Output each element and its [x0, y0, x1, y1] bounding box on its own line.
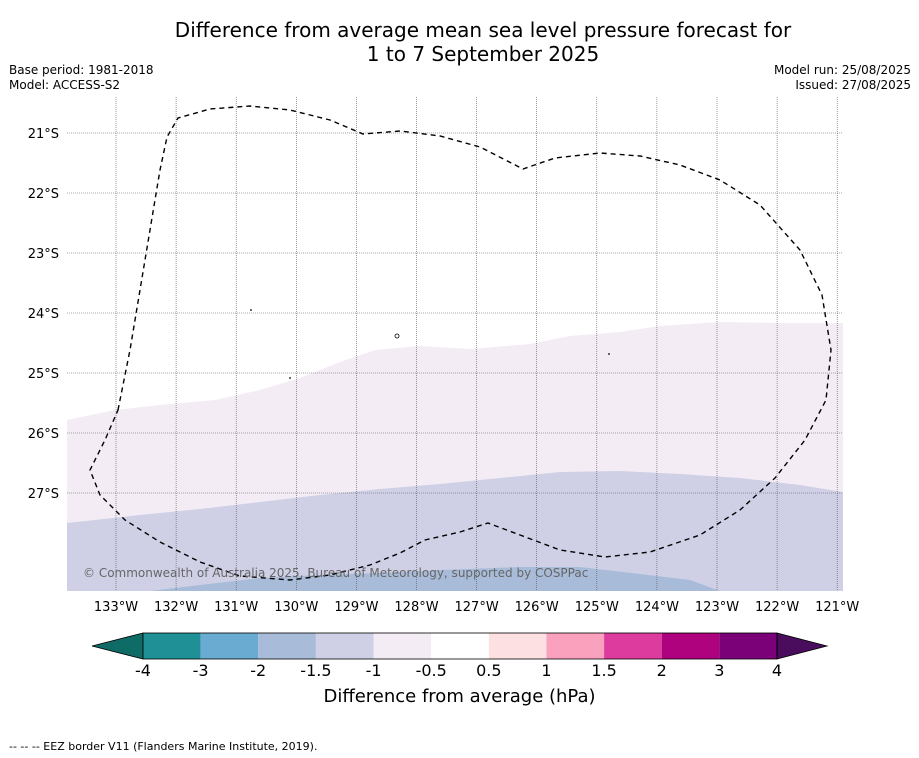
colorbar-box	[431, 633, 489, 659]
colorbar-box	[488, 633, 547, 659]
colorbar-tick-label: 3	[714, 661, 724, 680]
colorbar-label: Difference from average (hPa)	[323, 686, 596, 707]
copyright-text: © Commonwealth of Australia 2025, Bureau…	[83, 566, 589, 580]
colorbar: -4 -3 -2 -1.5 -1 -0.5 0.5 1 1.5 2 3 4	[91, 632, 829, 680]
colorbar-tick-label: -4	[135, 661, 151, 680]
lon-label: 127°W	[455, 600, 499, 615]
lat-label: 26°S	[28, 427, 59, 442]
title-line-2: 1 to 7 September 2025	[366, 42, 600, 66]
lon-label: 129°W	[334, 600, 378, 615]
small-island-markers	[250, 309, 610, 379]
model-text: Model: ACCESS-S2	[9, 78, 121, 92]
colorbar-tick-label: -1.5	[300, 661, 331, 680]
title-line-1: Difference from average mean sea level p…	[174, 18, 792, 42]
lon-label: 126°W	[515, 600, 559, 615]
lon-label: 125°W	[575, 600, 619, 615]
region-lavender	[67, 471, 843, 591]
eez-border-dashed	[89, 105, 832, 581]
lon-label: 121°W	[815, 600, 859, 615]
model-run-text: Model run: 25/08/2025	[773, 63, 911, 77]
colorbar-tick-label: -1	[366, 661, 382, 680]
colorbar-box	[315, 633, 374, 659]
colorbar-tick-label: 1.5	[591, 661, 616, 680]
issued-text: Issued: 27/08/2025	[795, 78, 911, 92]
colorbar-extend-high	[776, 632, 829, 660]
longitude-labels: 133°W 132°W 131°W 130°W 129°W 128°W 127°W 126°W…	[94, 600, 860, 615]
colorbar-tick-label: 2	[657, 661, 667, 680]
colorbar-box	[373, 633, 432, 659]
lon-label: 123°W	[695, 600, 739, 615]
colorbar-box	[200, 633, 259, 659]
map-title: Difference from average mean sea level p…	[0, 18, 919, 66]
lat-label: 23°S	[28, 247, 59, 262]
latitude-labels: 21°S 22°S 23°S 24°S 25°S 26°S 27°S	[28, 127, 59, 502]
lat-label: 21°S	[28, 127, 59, 142]
lon-label: 124°W	[635, 600, 679, 615]
lon-label: 133°W	[94, 600, 138, 615]
colorbar-tick-label: -0.5	[416, 661, 447, 680]
graticule	[67, 97, 843, 591]
lon-label: 130°W	[274, 600, 318, 615]
colorbar-tick-label: -3	[193, 661, 209, 680]
lon-label: 122°W	[755, 600, 799, 615]
region-light-blue	[150, 567, 720, 591]
colorbar-box	[604, 633, 662, 659]
base-period-text: Base period: 1981-2018	[9, 63, 154, 77]
colorbar-box	[143, 633, 201, 659]
eez-source-note: -- -- -- EEZ border V11 (Flanders Marine…	[9, 740, 318, 753]
map-plot-area	[67, 97, 843, 591]
colorbar-extend-low	[91, 632, 144, 660]
colorbar-tick-label: 4	[772, 661, 782, 680]
lat-label: 25°S	[28, 367, 59, 382]
colorbar-box	[258, 633, 316, 659]
colorbar-box	[661, 633, 720, 659]
lat-label: 24°S	[28, 307, 59, 322]
lon-label: 132°W	[154, 600, 198, 615]
lat-label: 22°S	[28, 187, 59, 202]
lon-label: 128°W	[394, 600, 438, 615]
colorbar-box	[719, 633, 777, 659]
colorbar-tick-label: 0.5	[476, 661, 501, 680]
lon-label: 131°W	[214, 600, 258, 615]
colorbar-tick-label: 1	[541, 661, 551, 680]
meta-left: Base period: 1981-2018 Model: ACCESS-S2	[9, 63, 154, 93]
colorbar-frame	[142, 632, 778, 660]
colorbar-tick-label: -2	[250, 661, 266, 680]
meta-right: Model run: 25/08/2025 Issued: 27/08/2025	[774, 63, 911, 93]
colorbar-box	[546, 633, 605, 659]
lat-label: 27°S	[28, 487, 59, 502]
